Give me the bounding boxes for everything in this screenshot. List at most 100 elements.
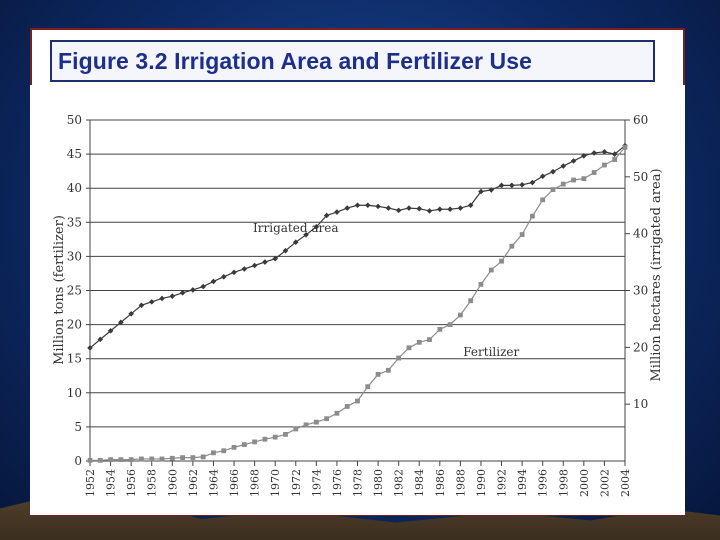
- fertilizer-point: [231, 444, 237, 450]
- fertilizer-point: [571, 177, 576, 183]
- fertilizer-point: [180, 455, 185, 460]
- fertilizer-point: [139, 456, 144, 462]
- x-tick-label: 1986: [434, 469, 447, 497]
- irrigation-point: [550, 168, 556, 175]
- irrigation-point: [159, 295, 165, 302]
- grid-layer: [90, 153, 625, 428]
- fertilizer-point: [365, 384, 371, 390]
- y-left-tick-label: 30: [67, 249, 82, 263]
- irrigation-point: [282, 247, 289, 254]
- title-box: Figure 3.2 Irrigation Area and Fertilize…: [50, 40, 655, 82]
- fertilizer-point: [602, 162, 607, 168]
- irrigation-point: [210, 278, 217, 285]
- x-tick-label: 1968: [249, 469, 262, 497]
- fertilizer-point: [169, 455, 175, 461]
- irrigation-point: [118, 319, 124, 326]
- fertilizer-point: [509, 243, 515, 249]
- y-right-tick-label: 10: [633, 397, 648, 411]
- irrigation-point: [107, 328, 114, 334]
- x-tick-label: 1996: [537, 469, 550, 497]
- x-tick-label: 1990: [475, 469, 488, 497]
- x-tick-label: 1960: [166, 469, 179, 497]
- x-tick-label: 1952: [84, 469, 97, 497]
- x-tick-label: 1982: [393, 469, 406, 497]
- series-label-irrigated-area: Irrigated area: [253, 221, 338, 235]
- irrigation-point: [467, 202, 474, 209]
- fertilizer-point: [324, 416, 330, 422]
- irrigation-point: [334, 209, 340, 215]
- irrigation-point: [447, 206, 453, 213]
- fertilizer-point: [344, 404, 350, 409]
- fertilizer-point: [87, 457, 93, 463]
- y-left-tick-label: 15: [67, 352, 82, 366]
- x-tick-label: 1958: [146, 469, 159, 497]
- irrigation-point: [601, 149, 608, 155]
- fertilizer-point: [560, 181, 566, 187]
- irrigation-point: [87, 345, 93, 351]
- fertilizer-point: [375, 371, 381, 377]
- labels-layer: Irrigated area Fertilizer: [253, 221, 519, 359]
- x-tick-label: 1994: [516, 469, 529, 497]
- fertilizer-point: [385, 367, 391, 373]
- y-right-tick-label: 50: [633, 170, 648, 184]
- irrigation-point: [488, 187, 495, 193]
- y-left-tick-label: 45: [67, 147, 82, 161]
- fertilizer-point: [283, 432, 288, 437]
- irrigation-point: [251, 262, 258, 269]
- irrigation-point: [190, 287, 196, 293]
- irrigation-point: [323, 212, 330, 219]
- y-left-tick-label: 20: [67, 318, 82, 332]
- x-tick-label: 1964: [207, 469, 220, 497]
- fertilizer-point: [262, 436, 268, 442]
- irrigation-point: [241, 266, 248, 272]
- fertilizer-point: [468, 298, 474, 304]
- y-right-tick-label: 40: [633, 227, 648, 241]
- x-tick-label: 1974: [310, 469, 323, 497]
- slide-title: Figure 3.2 Irrigation Area and Fertilize…: [58, 47, 533, 74]
- y-left-tick-label: 25: [67, 284, 82, 298]
- fertilizer-point: [108, 457, 113, 463]
- fertilizer-point: [591, 170, 597, 175]
- irrigation-point: [364, 202, 371, 209]
- fertilizer-point: [519, 232, 525, 237]
- series-label-fertilizer: Fertilizer: [463, 345, 519, 359]
- x-tick-label: 1992: [496, 469, 509, 497]
- irrigation-point: [509, 182, 515, 189]
- chart-background: [30, 85, 685, 515]
- irrigation-point: [220, 274, 227, 280]
- x-tick-label: 1962: [187, 469, 200, 497]
- irrigation-point: [560, 163, 567, 169]
- fertilizer-point: [313, 419, 319, 425]
- irrigation-point: [200, 283, 206, 290]
- fertilizer-point: [355, 398, 360, 404]
- irrigation-point: [529, 179, 536, 186]
- irrigation-point: [406, 205, 412, 211]
- fertilizer-point: [427, 337, 432, 343]
- x-tick-label: 2000: [578, 469, 591, 497]
- y-right-tick-label: 60: [633, 113, 648, 127]
- irrigation-point: [498, 182, 505, 189]
- fertilizer-point: [334, 410, 340, 416]
- fertilizer-point: [499, 258, 504, 264]
- irrigation-point: [148, 299, 155, 305]
- irrigation-point: [611, 151, 618, 157]
- x-tick-label: 1980: [372, 469, 385, 497]
- irrigation-point: [354, 202, 361, 209]
- irrigation-point: [303, 232, 309, 238]
- fertilizer-point: [447, 322, 453, 327]
- fertilizer-point: [97, 457, 103, 463]
- x-tick-label: 1976: [331, 469, 344, 497]
- y-left-tick-label: 50: [67, 113, 82, 127]
- fertilizer-point: [478, 281, 484, 287]
- axes-layer: 0 5 10 15 20 25 30 35 40 45 50 10 20 30 40 50 60 1952 1954…: [67, 113, 649, 497]
- x-tick-label: 1988: [454, 469, 467, 497]
- fertilizer-point: [272, 434, 278, 440]
- irrigation-point: [519, 181, 525, 188]
- fertilizer-point: [406, 345, 412, 351]
- fertilizer-point: [211, 450, 216, 456]
- fertilizer-point: [128, 457, 134, 463]
- y-left-tick-label: 5: [74, 420, 82, 434]
- fertilizer-point: [303, 422, 309, 428]
- irrigation-point: [231, 269, 237, 276]
- irrigation-point: [262, 259, 268, 265]
